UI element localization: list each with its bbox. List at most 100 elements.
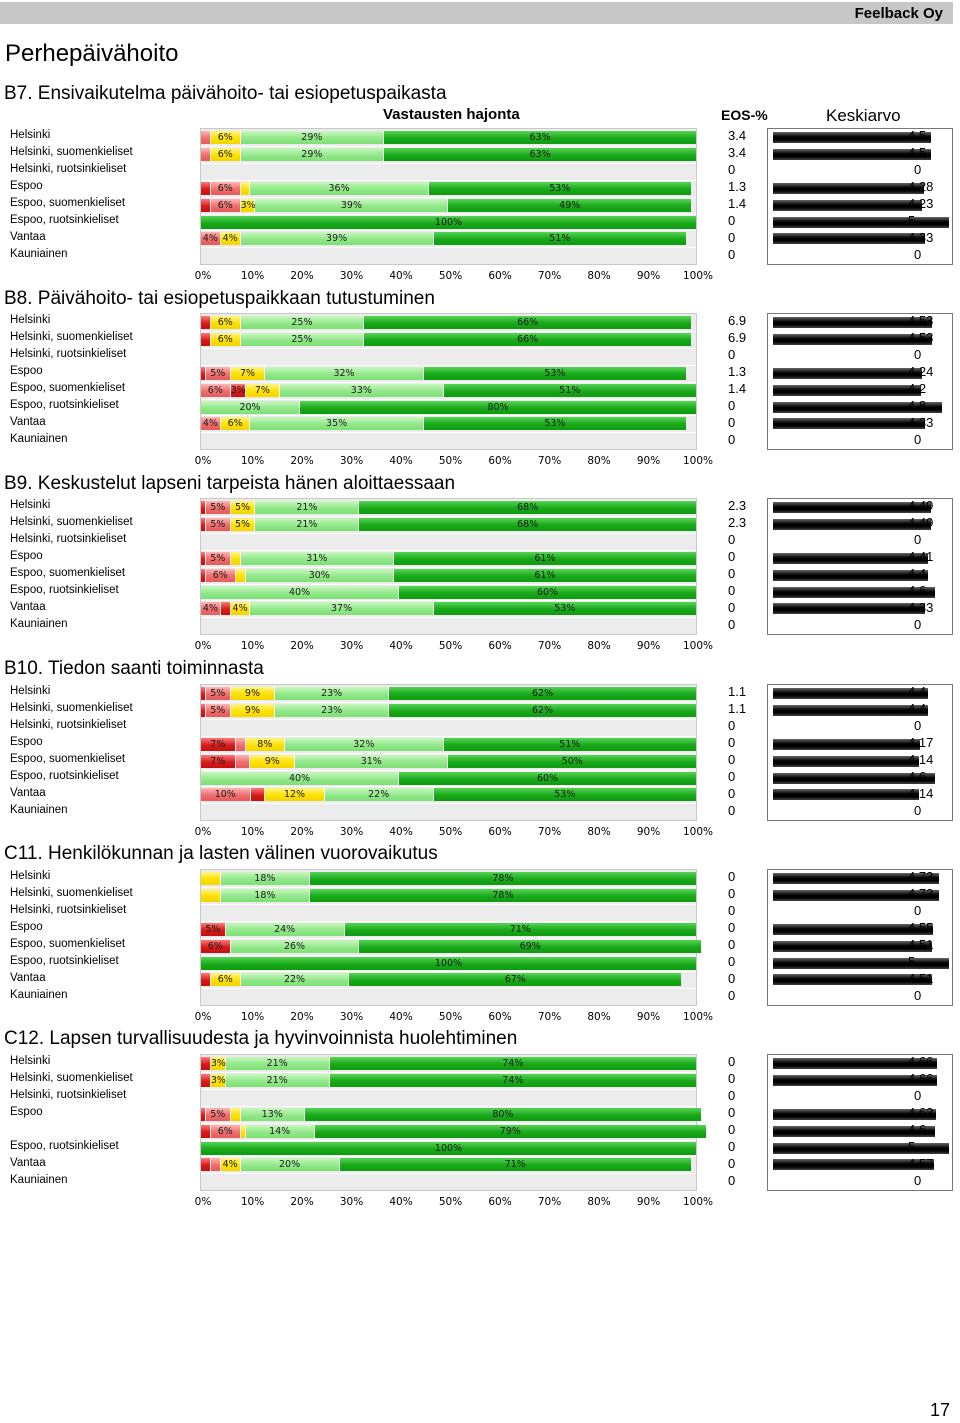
bar-segment: 50% [448, 755, 696, 768]
row-label: Helsinki, suomenkieliset [10, 1072, 133, 1085]
bar-segment: 6% [210, 333, 241, 346]
mean-value: 0 [914, 532, 922, 548]
mean-bar [773, 502, 932, 513]
segment-label: 5% [210, 502, 226, 513]
segment-label: 6% [217, 334, 233, 345]
segment-label: 9% [244, 705, 260, 716]
x-tick-label: 40% [389, 1196, 413, 1208]
segment-label: 23% [321, 705, 343, 716]
segment-label: 37% [330, 603, 353, 614]
bar-segment: 39% [255, 199, 449, 212]
stacked-bar: 4% 4% 37% 53% [201, 602, 696, 615]
eos-value: 0 [728, 1122, 736, 1138]
segment-label: 5% [210, 368, 226, 379]
row-divider [201, 1156, 696, 1157]
bar-segment: 62% [389, 704, 696, 717]
eos-value: 0 [728, 397, 736, 413]
bar-segment: 39% [240, 232, 434, 245]
segment-label: 14% [269, 1126, 291, 1137]
row-label: Espoo, suomenkieliset [10, 382, 126, 395]
row-divider [201, 719, 696, 720]
segment-label: 40% [288, 773, 311, 784]
x-tick-label: 10% [240, 1196, 265, 1208]
bar-segment: 68% [359, 518, 696, 531]
x-axis: 0% 10% 20% 30% 40% 50% 60% 70% 80% 90% 100% [193, 455, 713, 469]
eos-value: 0 [728, 1172, 736, 1188]
bar-segment: 100% [201, 957, 696, 970]
mean-value: 4.66 [908, 1054, 934, 1070]
x-tick-label: 30% [339, 455, 364, 467]
segment-label: 6% [207, 941, 223, 952]
x-tick-label: 100% [682, 640, 714, 652]
row-label: Espoo, suomenkieliset [10, 197, 126, 210]
mean-value: 4.5 [908, 145, 927, 161]
bar-segment: 6% [220, 417, 251, 430]
bar-segment: 4% [220, 1158, 241, 1171]
bar-segment: 21% [255, 501, 360, 514]
mean-panel [767, 684, 953, 821]
x-tick-label: 30% [339, 826, 364, 838]
bar-segment: 61% [394, 552, 696, 565]
bar-segment: 31% [295, 755, 449, 768]
bar-segment: 60% [399, 772, 696, 785]
mean-value: 0 [914, 616, 922, 632]
segment-label: 80% [487, 402, 509, 413]
bar-segment: 51% [443, 384, 696, 397]
segment-label: 60% [536, 773, 559, 784]
x-tick-label: 30% [339, 1011, 364, 1023]
bar-segment: 20% [201, 401, 300, 414]
row-divider [201, 770, 696, 771]
eos-value: 0 [728, 599, 736, 615]
row-label: Helsinki [10, 870, 51, 883]
stacked-bar: 100% [201, 1142, 696, 1155]
bar-segment [240, 1125, 246, 1138]
mean-panel [767, 1054, 953, 1191]
row-label: Helsinki, suomenkieliset [10, 331, 133, 344]
distribution-panel: 3% 21% 74% 3% 21% 74% 5% 13% 80% 6% 14% 79% 100% 4% 20… [200, 1054, 706, 1191]
eos-value: 0 [728, 937, 736, 953]
mean-bar [773, 233, 926, 244]
stacked-bar: 6% 3% 39% 49% [201, 199, 692, 212]
page-number: 17 [929, 1400, 950, 1420]
x-tick-label: 50% [438, 826, 463, 838]
mean-bar [773, 587, 935, 598]
row-divider [201, 887, 696, 888]
mean-value: 0 [914, 1172, 922, 1188]
row-label: Espoo, suomenkieliset [10, 567, 126, 580]
bar-segment: 69% [359, 940, 701, 953]
bar-segment: 5% [205, 552, 231, 565]
x-tick-label: 80% [587, 1011, 611, 1023]
mean-value: 5 [908, 1138, 916, 1154]
segment-label: 36% [328, 183, 350, 194]
mean-value: 4.4 [908, 701, 927, 717]
stacked-bar: 6% 26% 69% [201, 940, 701, 953]
bar-segment: 61% [394, 569, 696, 582]
x-tick-label: 100% [682, 826, 714, 838]
x-tick-label: 0% [194, 270, 212, 282]
bar-segment: 31% [240, 552, 395, 565]
bar-segment: 4% [230, 602, 251, 615]
bar-segment [201, 552, 206, 565]
eos-value: 1.4 [728, 381, 747, 397]
row-divider [201, 1089, 696, 1090]
segment-label: 4% [202, 233, 218, 244]
bar-segment: 22% [240, 973, 350, 986]
bar-segment: 74% [329, 1057, 696, 1070]
row-label: Espoo, ruotsinkieliset [10, 769, 119, 782]
row-divider [201, 971, 696, 972]
x-tick-label: 80% [587, 826, 611, 838]
mean-value: 4.14 [908, 785, 934, 801]
bar-segment: 9% [230, 687, 276, 700]
bar-segment: 25% [240, 333, 365, 346]
stacked-bar: 5% 9% 23% 62% [201, 687, 696, 700]
eos-value: 0 [728, 886, 736, 902]
x-tick-label: 40% [389, 1011, 413, 1023]
segment-label: 53% [544, 368, 566, 379]
bar-segment: 26% [230, 940, 360, 953]
mean-value: 5 [908, 212, 916, 228]
row-label: Espoo, ruotsinkieliset [10, 398, 119, 411]
x-tick-label: 70% [537, 1196, 562, 1208]
mean-value: 4.23 [908, 196, 934, 212]
bar-segment: 7% [201, 738, 236, 751]
row-divider [201, 432, 696, 433]
